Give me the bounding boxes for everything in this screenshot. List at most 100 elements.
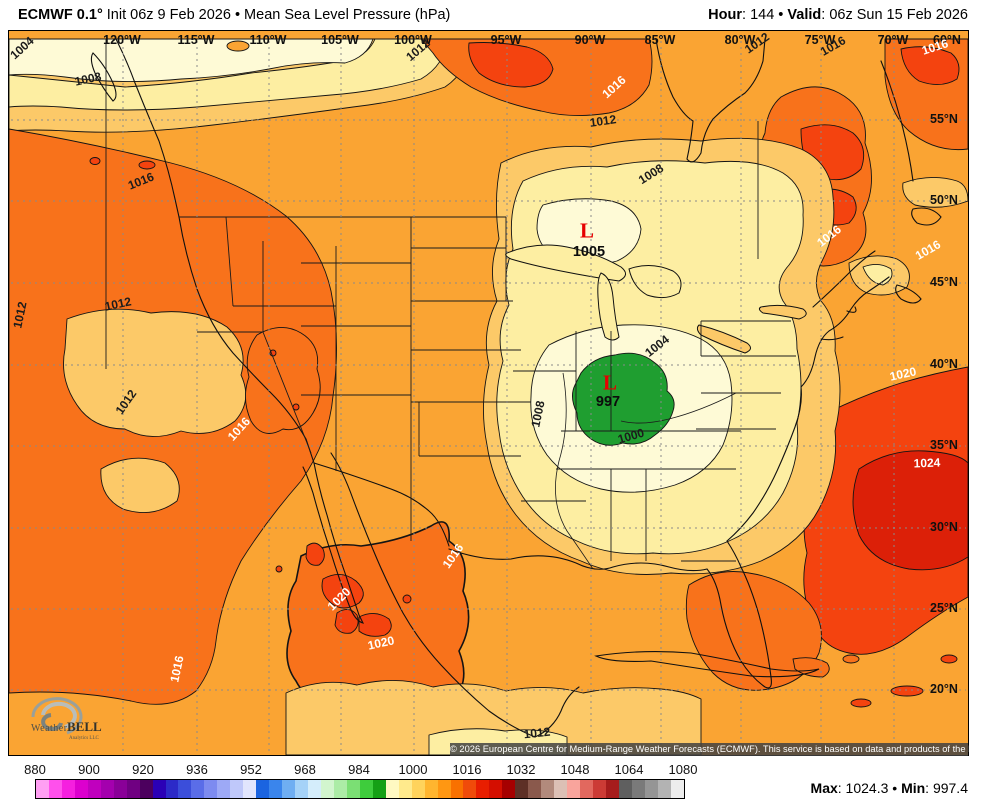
region-ne-corner-red <box>900 46 960 85</box>
legend-cell <box>657 780 671 798</box>
legend-tick: 1064 <box>614 762 644 777</box>
legend-cell <box>644 780 658 798</box>
legend-cell <box>670 780 684 798</box>
legend-cell <box>528 780 542 798</box>
hour-value: : 144 <box>742 7 775 23</box>
header-bar: ECMWF 0.1° Init 06z 9 Feb 2026 • Mean Se… <box>0 0 984 30</box>
valid-value: : 06z Sun 15 Feb 2026 <box>821 7 968 23</box>
legend-cell <box>256 780 270 798</box>
st-lawrence-river <box>812 250 876 308</box>
region-island-red <box>940 654 958 664</box>
newfoundland <box>911 207 942 226</box>
legend-cell <box>204 780 218 798</box>
legend-tick: 936 <box>186 762 208 777</box>
legend-cell <box>100 780 114 798</box>
region-small-orange-spot <box>226 40 250 52</box>
mexico-us-border <box>313 462 450 547</box>
legend-cell <box>113 780 127 798</box>
legend-bar: 880 900 920 936 952 968 984 1000 1016 1032 1048 106… <box>0 756 984 808</box>
legend-cell <box>554 780 568 798</box>
legend-cell <box>372 780 386 798</box>
legend-cell <box>178 780 192 798</box>
region-southwest-gold <box>100 457 180 514</box>
region-pacific-red-spot <box>138 160 156 170</box>
legend-cell <box>74 780 88 798</box>
separator-dot: • <box>774 7 788 23</box>
legend-tick: 952 <box>240 762 262 777</box>
state-borders <box>105 39 796 562</box>
region-right-edge-gold <box>902 177 968 208</box>
legend-cell <box>217 780 231 798</box>
region-mexico-red-spot <box>275 565 283 573</box>
lake-superior <box>505 244 626 282</box>
legend-cell <box>567 780 581 798</box>
legend-cell <box>437 780 451 798</box>
legend-tick: 1080 <box>668 762 698 777</box>
region-mexico-red <box>334 609 359 634</box>
legend-cell <box>411 780 425 798</box>
lake-erie <box>696 324 751 354</box>
legend-cell <box>605 780 619 798</box>
weatherbell-logo: Weather BELL Analytics LLC <box>21 693 131 751</box>
legend-cell <box>489 780 503 798</box>
map-title: ECMWF 0.1° Init 06z 9 Feb 2026 • Mean Se… <box>18 0 450 30</box>
region-island-red <box>850 698 872 708</box>
region-pacific-red-spot <box>89 157 101 165</box>
lake-michigan <box>597 272 620 341</box>
region-great-basin-gold <box>63 308 247 437</box>
region-mexico-red <box>358 613 392 637</box>
legend-tick: 984 <box>348 762 370 777</box>
legend-cell <box>450 780 464 798</box>
legend-tick: 968 <box>294 762 316 777</box>
legend-cell <box>515 780 529 798</box>
west-coastline <box>115 38 365 624</box>
cape-cod <box>846 306 857 313</box>
legend-cell <box>295 780 309 798</box>
legend-cell <box>592 780 606 798</box>
legend-tick: 900 <box>78 762 100 777</box>
gulf-atlantic-coastline <box>448 276 890 689</box>
legend-tick: 1048 <box>560 762 590 777</box>
region-cuba-patch <box>842 654 860 664</box>
legend-cell <box>308 780 321 798</box>
region-mexico-red <box>305 542 325 566</box>
legend-cell <box>61 780 75 798</box>
logo-swirl-icon: Weather BELL Analytics LLC <box>31 697 102 741</box>
legend-cell <box>243 780 257 798</box>
legend-cell <box>333 780 347 798</box>
cuba-outline <box>594 651 820 678</box>
max-label: Max <box>810 780 838 796</box>
yucatan-outline <box>534 686 580 738</box>
legend-cell <box>269 780 283 798</box>
region-south-gold-band <box>285 680 702 755</box>
maxmin-separator: • <box>888 780 902 796</box>
region-island-red <box>890 685 924 697</box>
legend-cell <box>346 780 360 798</box>
legend-cell <box>165 780 179 798</box>
pressure-map: © 2026 European Centre for Medium-Range … <box>8 30 984 756</box>
hudson-bay-coast <box>655 38 766 163</box>
legend-cell <box>424 780 438 798</box>
region-mexico-red <box>321 574 364 609</box>
svg-text:BELL: BELL <box>67 719 102 734</box>
legend-cell <box>476 780 490 798</box>
region-nw-cream-band <box>9 38 374 83</box>
valid-time: Hour: 144 • Valid: 06z Sun 15 Feb 2026 <box>708 0 968 30</box>
max-min-readout: Max: 1024.3 • Min: 997.4 <box>811 780 968 796</box>
legend-tick: 1016 <box>452 762 482 777</box>
legend-cell <box>541 780 555 798</box>
legend-cell <box>48 780 62 798</box>
hour-label: Hour <box>708 7 743 23</box>
region-atlantic-1024-core <box>852 450 968 571</box>
legend-cell <box>191 780 205 798</box>
legend-cell <box>618 780 632 798</box>
copyright-bar: © 2026 European Centre for Medium-Range … <box>450 743 984 756</box>
lake-ontario <box>758 304 807 320</box>
legend-tick: 920 <box>132 762 154 777</box>
region-colorado-1016 <box>245 327 321 434</box>
legend-cell <box>359 780 373 798</box>
legend-cell <box>502 780 516 798</box>
legend-cell <box>126 780 140 798</box>
labrador-coast <box>880 60 914 182</box>
